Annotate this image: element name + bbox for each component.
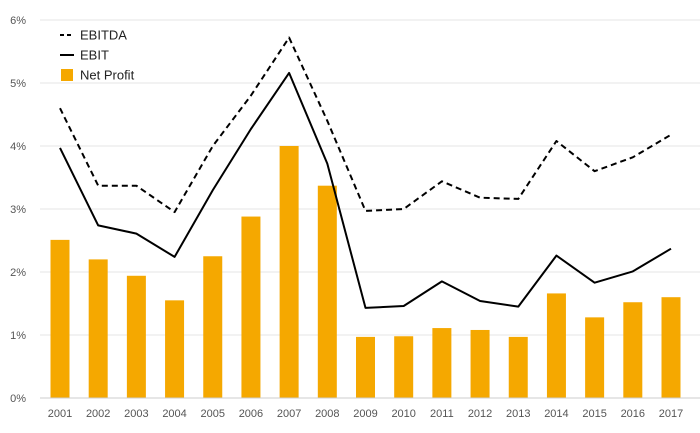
net-profit-bar xyxy=(203,256,223,398)
x-tick-label: 2010 xyxy=(391,408,415,420)
y-tick-label: 6% xyxy=(10,15,26,27)
net-profit-bar xyxy=(432,328,452,398)
x-tick-label: 2001 xyxy=(48,408,72,420)
y-tick-label: 2% xyxy=(10,267,26,279)
net-profit-bar xyxy=(661,297,681,398)
y-tick-label: 1% xyxy=(10,330,26,342)
x-tick-label: 2015 xyxy=(582,408,606,420)
net-profit-bar xyxy=(126,275,146,398)
x-tick-label: 2006 xyxy=(239,408,263,420)
net-profit-bar xyxy=(317,185,337,398)
y-axis-ticks: 0% 1% 2% 3% 4% 5% 6% xyxy=(10,15,26,405)
x-tick-label: 2002 xyxy=(86,408,110,420)
net-profit-bar xyxy=(623,302,643,398)
x-tick-label: 2017 xyxy=(659,408,683,420)
net-profit-bar xyxy=(585,317,605,398)
net-profit-bar xyxy=(470,329,490,398)
net-profit-bar xyxy=(88,259,108,398)
ebitda-line xyxy=(59,36,672,214)
x-tick-label: 2005 xyxy=(201,408,225,420)
x-axis: 2001 2002 2003 2004 2005 2006 2007 2008 2009 2010… xyxy=(40,397,700,420)
net-profit-bar xyxy=(394,336,414,398)
y-tick-label: 5% xyxy=(10,78,26,90)
y-tick-label: 3% xyxy=(10,204,26,216)
x-tick-label: 2007 xyxy=(277,408,301,420)
net-profit-bar xyxy=(356,336,375,398)
net-profit-bar xyxy=(508,336,528,398)
x-tick-label: 2012 xyxy=(468,408,492,420)
net-profit-bar xyxy=(165,300,185,398)
net-profit-bar xyxy=(50,239,70,398)
x-tick-label: 2003 xyxy=(124,408,148,420)
ebit-line xyxy=(59,71,672,309)
legend-label-ebit: EBIT xyxy=(80,48,109,63)
net-profit-bar xyxy=(241,216,261,398)
net-profit-bar xyxy=(546,293,566,398)
net-profit-bar xyxy=(279,146,299,398)
legend: EBITDA EBIT Net Profit xyxy=(60,28,135,83)
y-tick-label: 4% xyxy=(10,141,26,153)
x-tick-label: 2011 xyxy=(430,408,454,420)
net-profit-bars xyxy=(50,146,681,398)
x-tick-label: 2014 xyxy=(544,408,568,420)
legend-swatch-net-profit xyxy=(61,69,73,81)
x-tick-label: 2013 xyxy=(506,408,530,420)
x-tick-label: 2016 xyxy=(621,408,645,420)
y-tick-label: 0% xyxy=(10,393,26,405)
x-tick-label: 2004 xyxy=(162,408,186,420)
x-tick-label: 2009 xyxy=(353,408,377,420)
line-series xyxy=(59,36,672,309)
x-tick-label: 2008 xyxy=(315,408,339,420)
legend-label-ebitda: EBITDA xyxy=(80,28,127,43)
legend-label-net-profit: Net Profit xyxy=(80,68,135,83)
